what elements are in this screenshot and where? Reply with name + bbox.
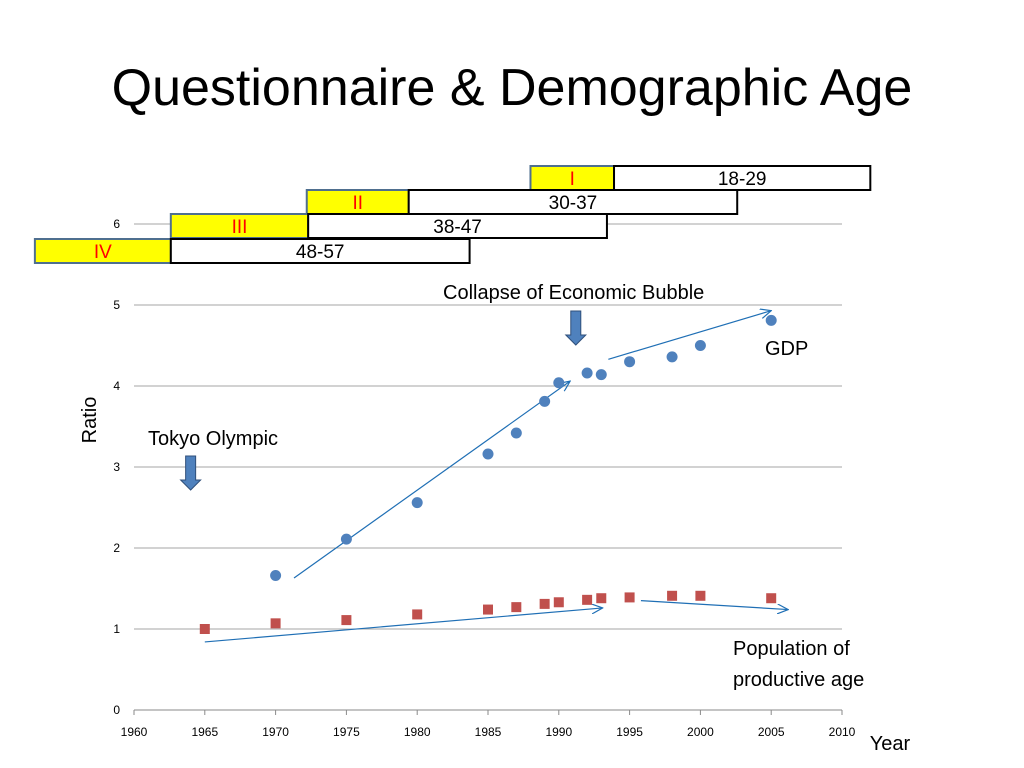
age-group-roman-box xyxy=(169,213,310,239)
x-axis-title: Year xyxy=(870,733,911,755)
y-tick-label: 4 xyxy=(113,379,120,393)
x-tick-label: 1965 xyxy=(191,725,218,739)
gdp-point xyxy=(553,377,565,389)
population-point xyxy=(667,590,678,601)
age-group-4: IV 48-57 xyxy=(33,238,471,264)
age-group-1: I 18-29 xyxy=(529,165,872,191)
population-point xyxy=(582,594,593,605)
down-arrow xyxy=(564,310,587,346)
population-point xyxy=(766,593,777,604)
chart-axes: 0 1 2 3 4 5 6 1960 1965 1970 1975 1980 1985 1990 1995 2… xyxy=(113,217,855,739)
age-group-roman-label: IV xyxy=(94,242,112,263)
x-tick-label: 2000 xyxy=(687,725,714,739)
x-tick-label: 1995 xyxy=(616,725,643,739)
gdp-point xyxy=(340,533,352,545)
age-group-range-label: 48-57 xyxy=(296,242,345,263)
data-markers xyxy=(199,314,777,634)
gdp-point xyxy=(411,497,423,509)
age-group-2: II 30-37 xyxy=(305,189,739,215)
age-group-roman-label: I xyxy=(570,169,575,190)
age-group-range-box xyxy=(613,165,872,191)
population-point xyxy=(553,597,564,608)
population-point xyxy=(270,618,281,629)
age-group-roman-label: III xyxy=(232,217,248,238)
age-group-roman-box xyxy=(305,189,410,215)
population-label-line1: Population of xyxy=(733,638,850,660)
age-group-bars: I 18-29 II 30-37 III 38-47 IV 48-57 xyxy=(33,165,872,264)
age-group-3: III 38-47 xyxy=(169,213,608,239)
x-tick-label: 2010 xyxy=(829,725,856,739)
gdp-point xyxy=(510,427,522,439)
population-point xyxy=(695,590,706,601)
population-point xyxy=(199,624,210,634)
age-group-roman-label: II xyxy=(352,193,363,214)
gdp-point xyxy=(581,367,593,379)
trend-arrow xyxy=(204,608,603,643)
gdp-point xyxy=(482,448,494,460)
age-group-range-box xyxy=(407,189,739,215)
y-tick-label: 3 xyxy=(113,460,120,474)
population-point xyxy=(341,615,352,626)
gdp-point xyxy=(694,340,706,351)
trend-arrows xyxy=(204,311,788,643)
down-arrow xyxy=(179,455,202,491)
age-group-range-label: 18-29 xyxy=(718,169,767,190)
population-point xyxy=(539,598,550,609)
age-group-range-box xyxy=(307,213,608,239)
x-tick-label: 1980 xyxy=(404,725,431,739)
age-group-range-box xyxy=(169,238,471,264)
age-group-roman-box xyxy=(33,238,172,264)
y-tick-label: 6 xyxy=(113,217,120,231)
gdp-point xyxy=(539,395,551,407)
age-group-roman-box xyxy=(529,165,616,191)
tokyo-olympic-label: Tokyo Olympic xyxy=(148,428,278,450)
x-tick-label: 2005 xyxy=(758,725,785,739)
trend-arrow xyxy=(640,600,788,610)
age-group-range-label: 38-47 xyxy=(433,217,482,238)
gdp-point xyxy=(765,314,777,326)
y-tick-label: 0 xyxy=(113,703,120,717)
population-point xyxy=(483,604,493,615)
y-tick-label: 2 xyxy=(113,541,120,555)
x-tick-label: 1985 xyxy=(475,725,502,739)
gdp-point xyxy=(270,570,282,582)
event-arrows xyxy=(179,310,587,491)
x-tick-label: 1990 xyxy=(545,725,572,739)
y-axis-title: Ratio xyxy=(79,397,101,444)
y-tick-label: 1 xyxy=(113,622,120,636)
x-tick-label: 1960 xyxy=(121,725,148,739)
population-point xyxy=(412,609,423,620)
age-group-range-label: 30-37 xyxy=(549,193,598,214)
population-point xyxy=(596,593,607,604)
x-tick-label: 1975 xyxy=(333,725,360,739)
population-point xyxy=(511,602,522,613)
gdp-label: GDP xyxy=(765,338,808,360)
gdp-point xyxy=(624,356,636,368)
x-tick-label: 1970 xyxy=(262,725,289,739)
y-tick-label: 5 xyxy=(113,298,120,312)
population-label-line2: productive age xyxy=(733,669,864,691)
trend-arrow xyxy=(293,381,570,579)
gdp-point xyxy=(595,369,607,381)
bubble-collapse-label: Collapse of Economic Bubble xyxy=(443,282,704,304)
trend-arrow xyxy=(608,311,771,360)
gdp-point xyxy=(666,351,678,363)
population-point xyxy=(624,592,635,603)
slide-title: Questionnaire & Demographic Age xyxy=(111,59,913,117)
